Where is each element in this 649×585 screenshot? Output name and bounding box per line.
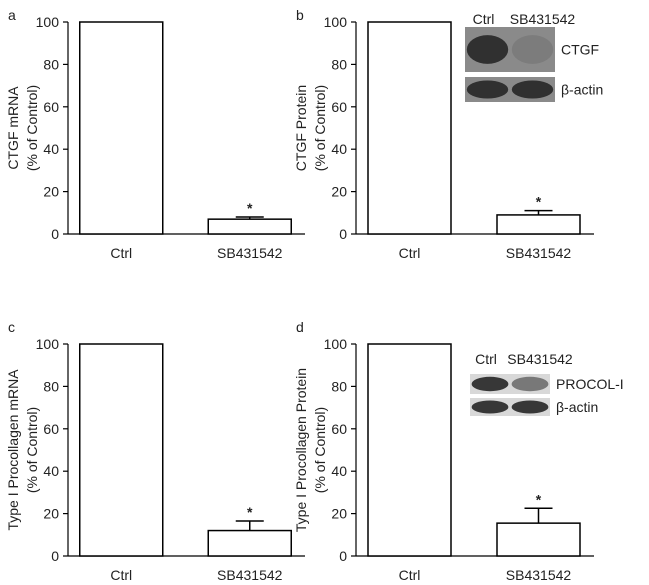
panel-label: b bbox=[296, 7, 304, 23]
x-tick-label: SB431542 bbox=[506, 567, 572, 583]
y-tick-label: 20 bbox=[331, 506, 347, 522]
blot-band bbox=[471, 376, 509, 392]
bar bbox=[207, 529, 292, 557]
y-axis-label: Type I Procollagen mRNA bbox=[5, 369, 21, 531]
bar bbox=[496, 214, 581, 235]
blot-row-label: β-actin bbox=[556, 399, 598, 415]
panel-label: a bbox=[8, 7, 16, 23]
blot-band bbox=[511, 400, 549, 414]
y-tick-label: 60 bbox=[331, 421, 347, 437]
significance-marker: * bbox=[536, 194, 542, 210]
y-tick-label: 0 bbox=[51, 226, 59, 242]
y-tick-label: 60 bbox=[43, 99, 59, 115]
error-bar bbox=[235, 520, 264, 531]
y-tick-label: 80 bbox=[43, 56, 59, 72]
y-tick-label: 80 bbox=[331, 56, 347, 72]
y-tick-label: 40 bbox=[43, 141, 59, 157]
blot-band bbox=[511, 80, 554, 99]
y-tick-label: 0 bbox=[339, 226, 347, 242]
y-tick-label: 40 bbox=[43, 463, 59, 479]
blot-band bbox=[511, 35, 554, 64]
blot-row-label: CTGF bbox=[561, 42, 599, 58]
y-axis-label: CTGF Protein bbox=[293, 85, 309, 171]
significance-marker: * bbox=[536, 491, 542, 507]
y-tick-label: 20 bbox=[43, 506, 59, 522]
y-axis-label: (% of Control) bbox=[24, 85, 40, 171]
y-tick-label: 100 bbox=[324, 14, 348, 30]
y-tick-label: 40 bbox=[331, 141, 347, 157]
y-tick-label: 20 bbox=[331, 184, 347, 200]
x-tick-label: SB431542 bbox=[217, 245, 283, 261]
blot-column-label: Ctrl bbox=[475, 351, 497, 367]
blot-band bbox=[466, 35, 509, 64]
blot-column-label: SB431542 bbox=[510, 11, 576, 27]
y-tick-label: 0 bbox=[339, 548, 347, 564]
blot-band bbox=[471, 400, 509, 414]
y-axis-label: Type I Procollagen Protein bbox=[293, 368, 309, 532]
y-axis-label: (% of Control) bbox=[312, 407, 328, 493]
bar bbox=[367, 21, 452, 235]
y-tick-label: 60 bbox=[331, 99, 347, 115]
y-tick-label: 60 bbox=[43, 421, 59, 437]
blot-band bbox=[511, 376, 549, 392]
y-tick-label: 80 bbox=[43, 378, 59, 394]
bar bbox=[79, 21, 164, 235]
y-tick-label: 80 bbox=[331, 378, 347, 394]
significance-marker: * bbox=[247, 504, 253, 520]
blot-row-label: PROCOL-I bbox=[556, 376, 624, 392]
bar bbox=[207, 218, 292, 235]
blot-column-label: Ctrl bbox=[473, 11, 495, 27]
blot-band bbox=[466, 80, 509, 99]
error-bar bbox=[524, 209, 553, 215]
x-tick-label: Ctrl bbox=[110, 567, 132, 583]
bar bbox=[496, 522, 581, 557]
x-tick-label: SB431542 bbox=[506, 245, 572, 261]
y-tick-label: 100 bbox=[324, 336, 348, 352]
y-tick-label: 20 bbox=[43, 184, 59, 200]
significance-marker: * bbox=[247, 200, 253, 216]
panel-label: c bbox=[8, 319, 15, 335]
x-tick-label: Ctrl bbox=[110, 245, 132, 261]
error-bar bbox=[524, 507, 553, 524]
y-axis-label: (% of Control) bbox=[24, 407, 40, 493]
bar bbox=[367, 343, 452, 557]
blot-row-label: β-actin bbox=[561, 82, 603, 98]
y-tick-label: 40 bbox=[331, 463, 347, 479]
x-tick-label: SB431542 bbox=[217, 567, 283, 583]
x-tick-label: Ctrl bbox=[399, 567, 421, 583]
blot-column-label: SB431542 bbox=[507, 351, 573, 367]
x-tick-label: Ctrl bbox=[399, 245, 421, 261]
y-tick-label: 0 bbox=[51, 548, 59, 564]
error-bar bbox=[235, 216, 264, 220]
bar bbox=[79, 343, 164, 557]
y-axis-label: CTGF mRNA bbox=[5, 86, 21, 170]
panel-label: d bbox=[296, 319, 304, 335]
y-tick-label: 100 bbox=[36, 14, 60, 30]
y-tick-label: 100 bbox=[36, 336, 60, 352]
y-axis-label: (% of Control) bbox=[312, 85, 328, 171]
